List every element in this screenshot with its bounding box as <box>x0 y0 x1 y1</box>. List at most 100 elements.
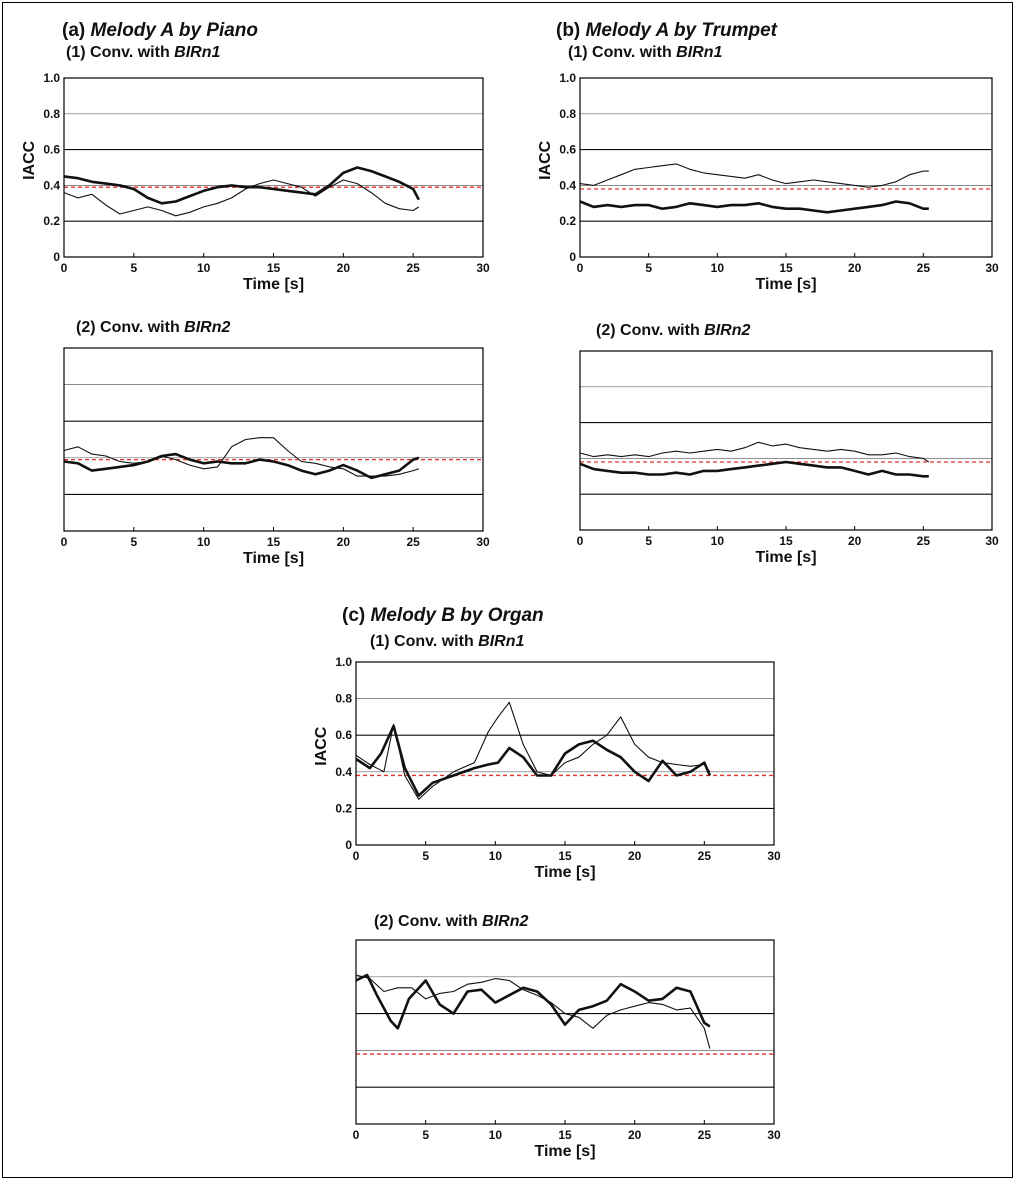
x-tick-label: 15 <box>267 535 281 549</box>
series-line-thin <box>579 441 930 463</box>
panel-title-a1: (1) Conv. with BIRn1 <box>66 44 220 62</box>
x-tick-label: 5 <box>130 535 137 549</box>
x-tick-label: 30 <box>985 261 999 275</box>
x-tick-label: 20 <box>337 261 351 275</box>
x-tick-label: 0 <box>61 535 68 549</box>
x-tick-label: 20 <box>848 534 862 548</box>
y-tick-label: 0.8 <box>335 692 352 706</box>
panel-label-a2: (2) <box>76 319 96 336</box>
x-tick-label: 20 <box>337 535 351 549</box>
conv-prefix-b1: Conv. with <box>592 44 672 61</box>
panel-b1: 0 5 10 15 20 25 30 0 0.2 0.4 0.6 0.8 1.0 Time [s] IACC <box>537 71 999 293</box>
y-axis-label: IACC <box>313 726 330 766</box>
panel-b2: 0 5 10 15 20 25 30 Time [s] <box>577 350 999 566</box>
x-tick-label: 0 <box>577 261 584 275</box>
x-tick-label: 10 <box>711 534 725 548</box>
panel-c1: 0 5 10 15 20 25 30 0 0.2 0.4 0.6 0.8 1.0 Time [s] IACC <box>313 655 781 881</box>
x-tick-label: 10 <box>489 1128 503 1142</box>
y-axis-label: IACC <box>21 140 38 180</box>
y-tick-label: 0.4 <box>559 178 576 192</box>
series-line-thick <box>579 200 929 214</box>
panel-label-b2: (2) <box>596 322 616 339</box>
x-tick-label: 10 <box>711 261 725 275</box>
panel-label-b1: (1) <box>568 44 588 61</box>
x-tick-label: 15 <box>558 849 572 863</box>
group-title-c: (c) Melody B by Organ <box>342 605 544 627</box>
series-line-thick <box>579 460 929 478</box>
y-tick-label: 0.6 <box>559 143 576 157</box>
x-tick-label: 20 <box>848 261 862 275</box>
x-tick-label: 25 <box>406 261 420 275</box>
panel-title-c2: (2) Conv. with BIRn2 <box>374 913 528 931</box>
group-name-b: Melody A by Trumpet <box>585 20 777 41</box>
x-tick-label: 0 <box>61 261 68 275</box>
group-label-b: (b) <box>556 20 581 41</box>
y-tick-label: 0.6 <box>335 728 352 742</box>
group-name-c: Melody B by Organ <box>370 605 544 626</box>
x-axis-label: Time [s] <box>534 864 595 881</box>
conv-label-c2: BIRn2 <box>482 913 529 930</box>
y-tick-label: 0 <box>569 250 576 264</box>
conv-label-b1: BIRn1 <box>676 44 723 61</box>
x-tick-label: 10 <box>197 261 211 275</box>
x-tick-label: 25 <box>698 1128 712 1142</box>
conv-prefix-c1: Conv. with <box>394 633 474 650</box>
y-tick-label: 0.4 <box>43 178 60 192</box>
y-tick-label: 0.8 <box>43 107 60 121</box>
x-tick-label: 25 <box>917 534 931 548</box>
x-tick-label: 0 <box>353 1128 360 1142</box>
x-tick-label: 10 <box>489 849 503 863</box>
x-tick-label: 15 <box>779 261 793 275</box>
x-tick-label: 5 <box>645 261 652 275</box>
x-tick-label: 15 <box>267 261 281 275</box>
x-axis-label: Time [s] <box>243 550 304 567</box>
panel-title-b2: (2) Conv. with BIRn2 <box>596 322 750 340</box>
series-line-thin <box>355 974 711 1049</box>
panel-a2: 0 5 10 15 20 25 30 Time [s] <box>61 347 490 567</box>
y-tick-label: 0.6 <box>43 143 60 157</box>
conv-label-c1: BIRn1 <box>478 633 525 650</box>
x-tick-label: 5 <box>645 534 652 548</box>
conv-prefix-a2: Conv. with <box>100 319 180 336</box>
group-name-a: Melody A by Piano <box>90 20 259 41</box>
y-tick-label: 0 <box>53 250 60 264</box>
x-tick-label: 15 <box>558 1128 572 1142</box>
x-tick-label: 5 <box>422 1128 429 1142</box>
series-line-thick <box>63 452 420 480</box>
x-tick-label: 0 <box>577 534 584 548</box>
x-tick-label: 30 <box>767 849 781 863</box>
y-tick-label: 0 <box>345 838 352 852</box>
y-tick-label: 0.2 <box>43 214 60 228</box>
x-axis-label: Time [s] <box>755 276 816 293</box>
series-line-thin <box>63 179 420 217</box>
series-line-thin <box>579 163 929 188</box>
y-tick-label: 1.0 <box>335 655 352 669</box>
conv-prefix-a1: Conv. with <box>90 44 170 61</box>
x-tick-label: 15 <box>779 534 793 548</box>
y-tick-label: 0.8 <box>559 107 576 121</box>
group-label-c: (c) <box>342 605 366 626</box>
conv-label-a1: BIRn1 <box>174 44 221 61</box>
x-tick-label: 20 <box>628 1128 642 1142</box>
x-axis-label: Time [s] <box>243 276 304 293</box>
conv-prefix-b2: Conv. with <box>620 322 700 339</box>
x-tick-label: 30 <box>767 1128 781 1142</box>
panel-c2: 0 5 10 15 20 25 30 Time [s] <box>353 939 781 1160</box>
x-tick-label: 10 <box>197 535 211 549</box>
panel-label-c1: (1) <box>370 633 390 650</box>
x-tick-label: 30 <box>476 261 490 275</box>
x-tick-label: 30 <box>985 534 999 548</box>
x-tick-label: 20 <box>628 849 642 863</box>
conv-prefix-c2: Conv. with <box>398 913 478 930</box>
panel-label-a1: (1) <box>66 44 86 61</box>
x-tick-label: 30 <box>476 535 490 549</box>
y-tick-label: 1.0 <box>559 71 576 85</box>
x-tick-label: 25 <box>698 849 712 863</box>
series-line-thick <box>355 973 711 1030</box>
y-tick-label: 0.2 <box>559 214 576 228</box>
y-tick-label: 1.0 <box>43 71 60 85</box>
y-tick-label: 0.4 <box>335 765 352 779</box>
x-tick-label: 25 <box>917 261 931 275</box>
